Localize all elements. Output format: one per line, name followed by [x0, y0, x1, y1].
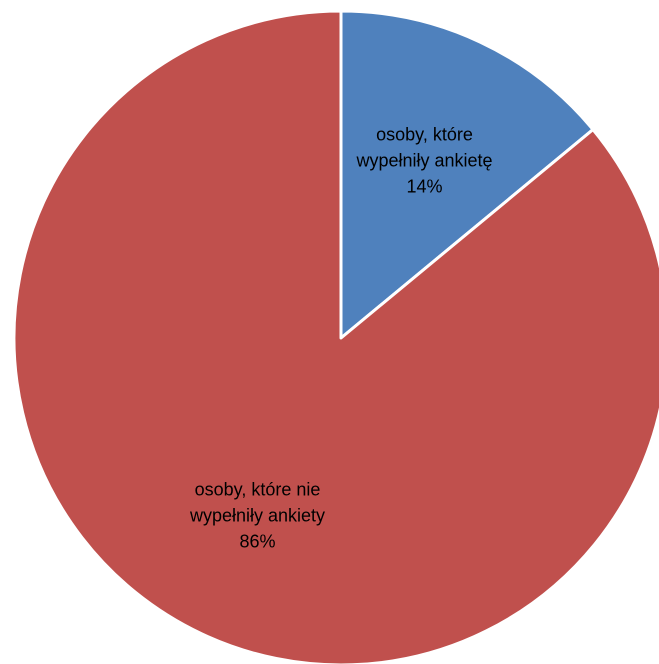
slice-label-1: osoby, które wypełniły ankietę 14%	[355, 125, 492, 197]
slice-category-label-line: osoby, które nie	[195, 480, 321, 500]
slice-percent-label: 14%	[406, 177, 442, 197]
pie-slice-2	[12, 9, 659, 664]
pie-slice-1	[339, 9, 595, 340]
slice-category-label-line: osoby, które	[376, 125, 473, 145]
pie-slices	[12, 9, 659, 664]
slice-label-2: osoby, które nie wypełniły ankiety 86%	[189, 480, 325, 552]
slice-percent-label: 86%	[239, 532, 275, 552]
slice-category-label-line: wypełniły ankietę	[355, 151, 492, 171]
slice-category-label-line: wypełniły ankiety	[189, 506, 325, 526]
pie-labels: osoby, które wypełniły ankietę 14%osoby, k…	[189, 125, 493, 552]
